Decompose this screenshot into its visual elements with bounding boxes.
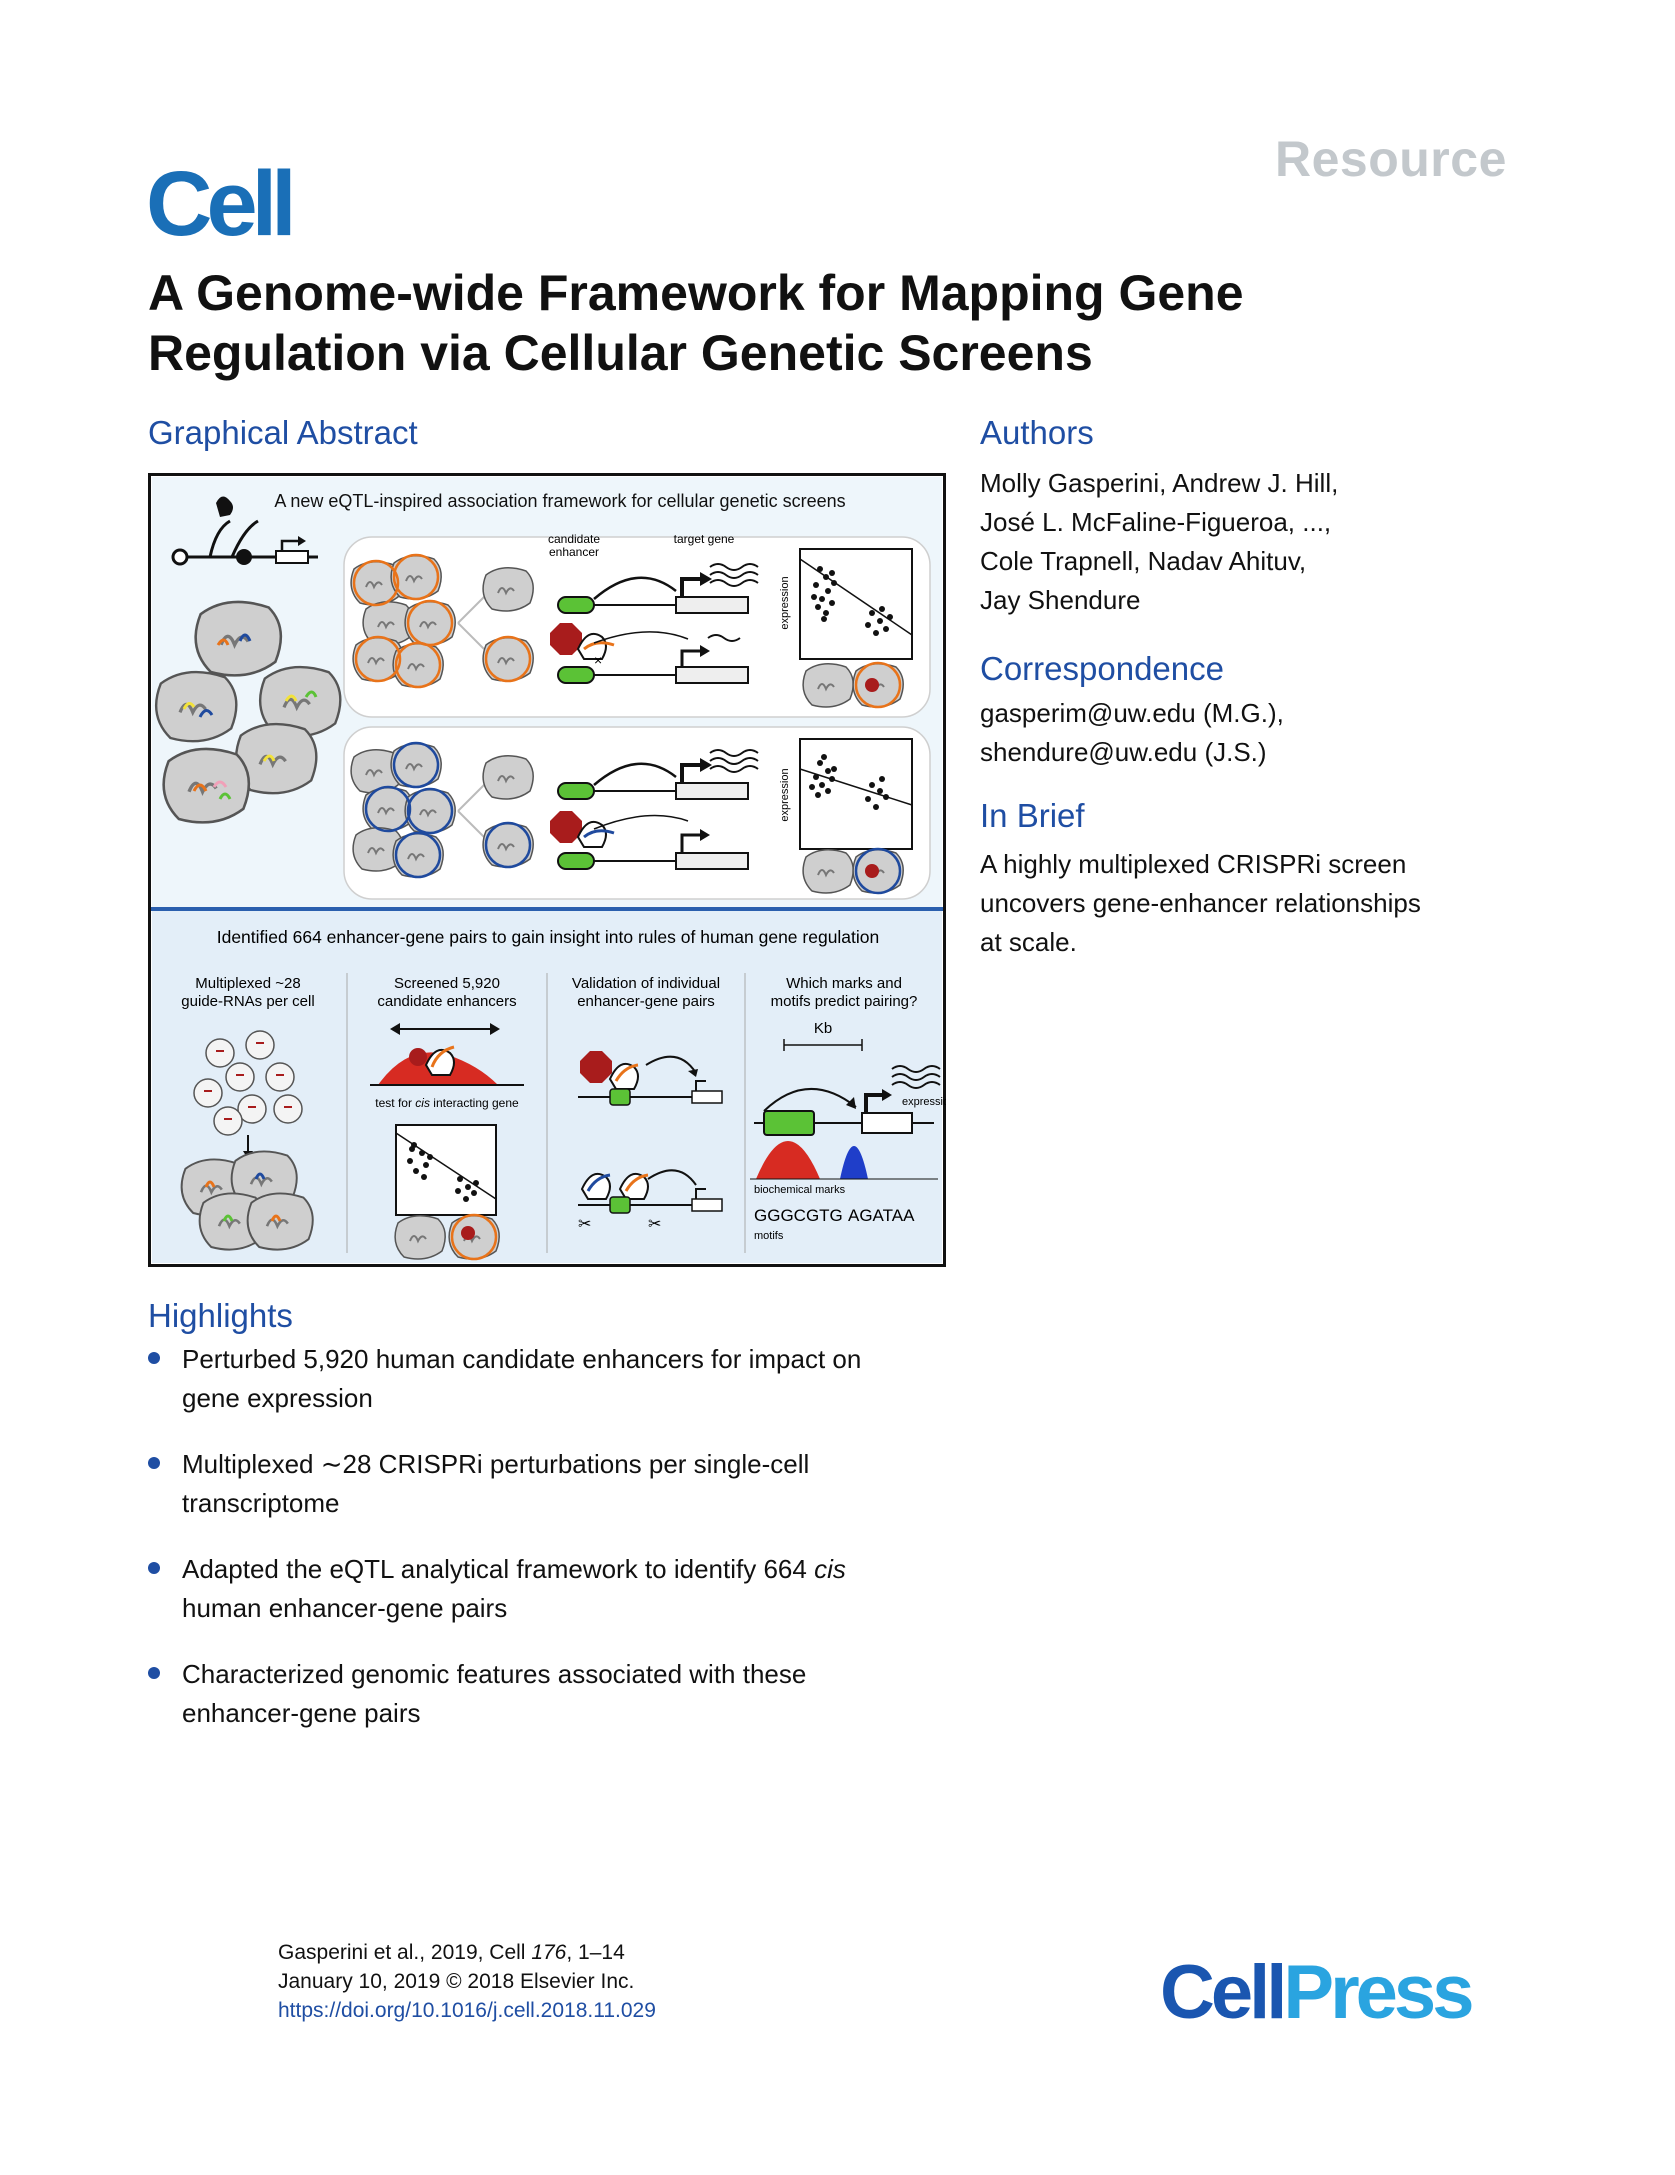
panel-1-guide-delivery-illustration: [180, 1030, 315, 1251]
citation-line: Gasperini et al., 2019, Cell 176, 1–14: [278, 1938, 656, 1967]
panel-2-heading-line-2: candidate enhancers: [377, 993, 516, 1010]
bullet-icon: [148, 1457, 160, 1469]
scatter-plot-blue: expression: [779, 738, 913, 895]
top-caption: A new eQTL-inspired association framewor…: [274, 491, 845, 511]
email-line: gasperim@uw.edu (M.G.),: [980, 698, 1284, 728]
author-line: José L. McFaline-Figueroa, ...,: [980, 507, 1332, 537]
locus-active-orange: [557, 563, 759, 614]
author-line: Jay Shendure: [980, 585, 1141, 615]
panel-3-heading-line-2: enhancer-gene pairs: [577, 993, 715, 1010]
highlight-item: Perturbed 5,920 human candidate enhancer…: [148, 1340, 948, 1418]
scatter-plot-orange: expression: [779, 548, 913, 709]
highlight-line: Multiplexed ∼28 CRISPRi perturbations pe…: [182, 1449, 810, 1479]
motif-logo-2: AGATAA: [848, 1206, 915, 1225]
expression-axis-label: expression: [779, 768, 791, 821]
cell-journal-logo: Cell: [146, 153, 297, 255]
highlight-text: Adapted the eQTL analytical framework to…: [182, 1554, 815, 1584]
bullet-icon: [148, 1667, 160, 1679]
article-type-label: Resource: [1275, 131, 1507, 187]
highlight-item: Adapted the eQTL analytical framework to…: [148, 1550, 948, 1628]
highlight-italic: cis: [814, 1554, 846, 1584]
highlights-heading: Highlights: [148, 1297, 293, 1334]
panel-2-heading-line-1: Screened 5,920: [394, 975, 500, 992]
panel-4-heading-line-2: motifs predict pairing?: [771, 993, 918, 1010]
expression-label: expression: [902, 1096, 946, 1108]
locus-active-blue: [557, 749, 759, 800]
target-gene-label: target gene: [674, 532, 735, 546]
cross-mark: ×: [594, 652, 602, 668]
motif-logo-1: GGGCGTG: [754, 1206, 843, 1225]
cellpress-logo-press: Press: [1283, 1950, 1474, 2035]
in-brief-text: A highly multiplexed CRISPRi screen unco…: [980, 845, 1500, 962]
orange-guide-cells: [350, 553, 535, 689]
eqtl-schematic-icon: [171, 496, 318, 566]
panel-4-heading-line-1: Which marks and: [786, 975, 902, 992]
candidate-label: candidate: [548, 532, 600, 546]
email-line: shendure@uw.edu (J.S.): [980, 737, 1267, 767]
graphical-abstract-heading: Graphical Abstract: [148, 414, 418, 451]
motifs-label: motifs: [754, 1230, 784, 1242]
graphical-abstract-figure: A new eQTL-inspired association framewor…: [148, 473, 955, 1267]
bullet-icon: [148, 1562, 160, 1574]
cis-test-label: test for cis interacting gene: [375, 1096, 519, 1110]
panel-4-features-illustration: Kb expression biochemical marks GGGCGTG …: [750, 1020, 955, 1242]
highlight-item: Characterized genomic features associate…: [148, 1655, 948, 1733]
authors-heading: Authors: [980, 414, 1094, 451]
authors-list: Molly Gasperini, Andrew J. Hill, José L.…: [980, 464, 1540, 620]
date-line: January 10, 2019 © 2018 Elsevier Inc.: [278, 1970, 635, 1993]
highlight-item: Multiplexed ∼28 CRISPRi perturbations pe…: [148, 1445, 948, 1523]
citation-text: Gasperini et al., 2019, Cell: [278, 1941, 532, 1964]
highlight-line: Adapted the eQTL analytical framework to…: [182, 1550, 948, 1589]
blue-guide-cells: [350, 741, 535, 879]
cellpress-logo: CellPress: [1160, 1955, 1474, 2031]
expression-axis-label: expression: [779, 576, 791, 629]
correspondence-heading: Correspondence: [980, 650, 1224, 687]
paper-title: A Genome-wide Framework for Mapping Gene…: [148, 265, 1244, 381]
correspondence-emails: gasperim@uw.edu (M.G.), shendure@uw.edu …: [980, 694, 1540, 772]
highlight-line: enhancer-gene pairs: [182, 1698, 421, 1728]
highlight-line: Perturbed 5,920 human candidate enhancer…: [182, 1344, 862, 1374]
highlights-list: Perturbed 5,920 human candidate enhancer…: [148, 1340, 948, 1760]
in-brief-heading: In Brief: [980, 797, 1085, 834]
author-line: Cole Trapnell, Nadav Ahituv,: [980, 546, 1307, 576]
panel-2-screen-illustration: test for cis interacting gene: [370, 1023, 524, 1261]
enhancer-label: enhancer: [549, 545, 599, 559]
bullet-icon: [148, 1352, 160, 1364]
locus-repressed-orange: ×: [550, 623, 749, 684]
citation-footer: Gasperini et al., 2019, Cell 176, 1–14 J…: [278, 1938, 656, 2025]
highlight-line: gene expression: [182, 1383, 373, 1413]
scissors-icon: ✂: [578, 1216, 591, 1233]
graphical-abstract-svg: A new eQTL-inspired association framewor…: [148, 473, 955, 1267]
in-brief-line: A highly multiplexed CRISPRi screen: [980, 849, 1407, 879]
panel-3-heading-line-1: Validation of individual: [572, 975, 720, 992]
highlight-line: Characterized genomic features associate…: [182, 1659, 807, 1689]
cell-population-left: [154, 600, 342, 825]
highlight-line: human enhancer-gene pairs: [182, 1593, 508, 1623]
biochemical-marks-label: biochemical marks: [754, 1184, 846, 1196]
author-line: Molly Gasperini, Andrew J. Hill,: [980, 468, 1339, 498]
scissors-icon: ✂: [648, 1216, 661, 1233]
kb-label: Kb: [814, 1020, 832, 1037]
highlight-line: transcriptome: [182, 1488, 340, 1518]
bottom-caption: Identified 664 enhancer-gene pairs to ga…: [217, 927, 880, 947]
panel-3-validation-illustration: ✂ ✂: [578, 1051, 723, 1233]
in-brief-line: at scale.: [980, 927, 1077, 957]
locus-repressed-blue: [550, 811, 749, 870]
citation-volume: 176: [531, 1941, 567, 1964]
doi-link[interactable]: https://doi.org/10.1016/j.cell.2018.11.0…: [278, 1999, 656, 2022]
panel-1-heading-line-2: guide-RNAs per cell: [181, 993, 314, 1010]
panel-1-heading-line-1: Multiplexed ~28: [195, 975, 300, 992]
in-brief-line: uncovers gene-enhancer relationships: [980, 888, 1421, 918]
citation-pages: , 1–14: [566, 1941, 625, 1964]
cellpress-logo-cell: Cell: [1160, 1950, 1287, 2035]
